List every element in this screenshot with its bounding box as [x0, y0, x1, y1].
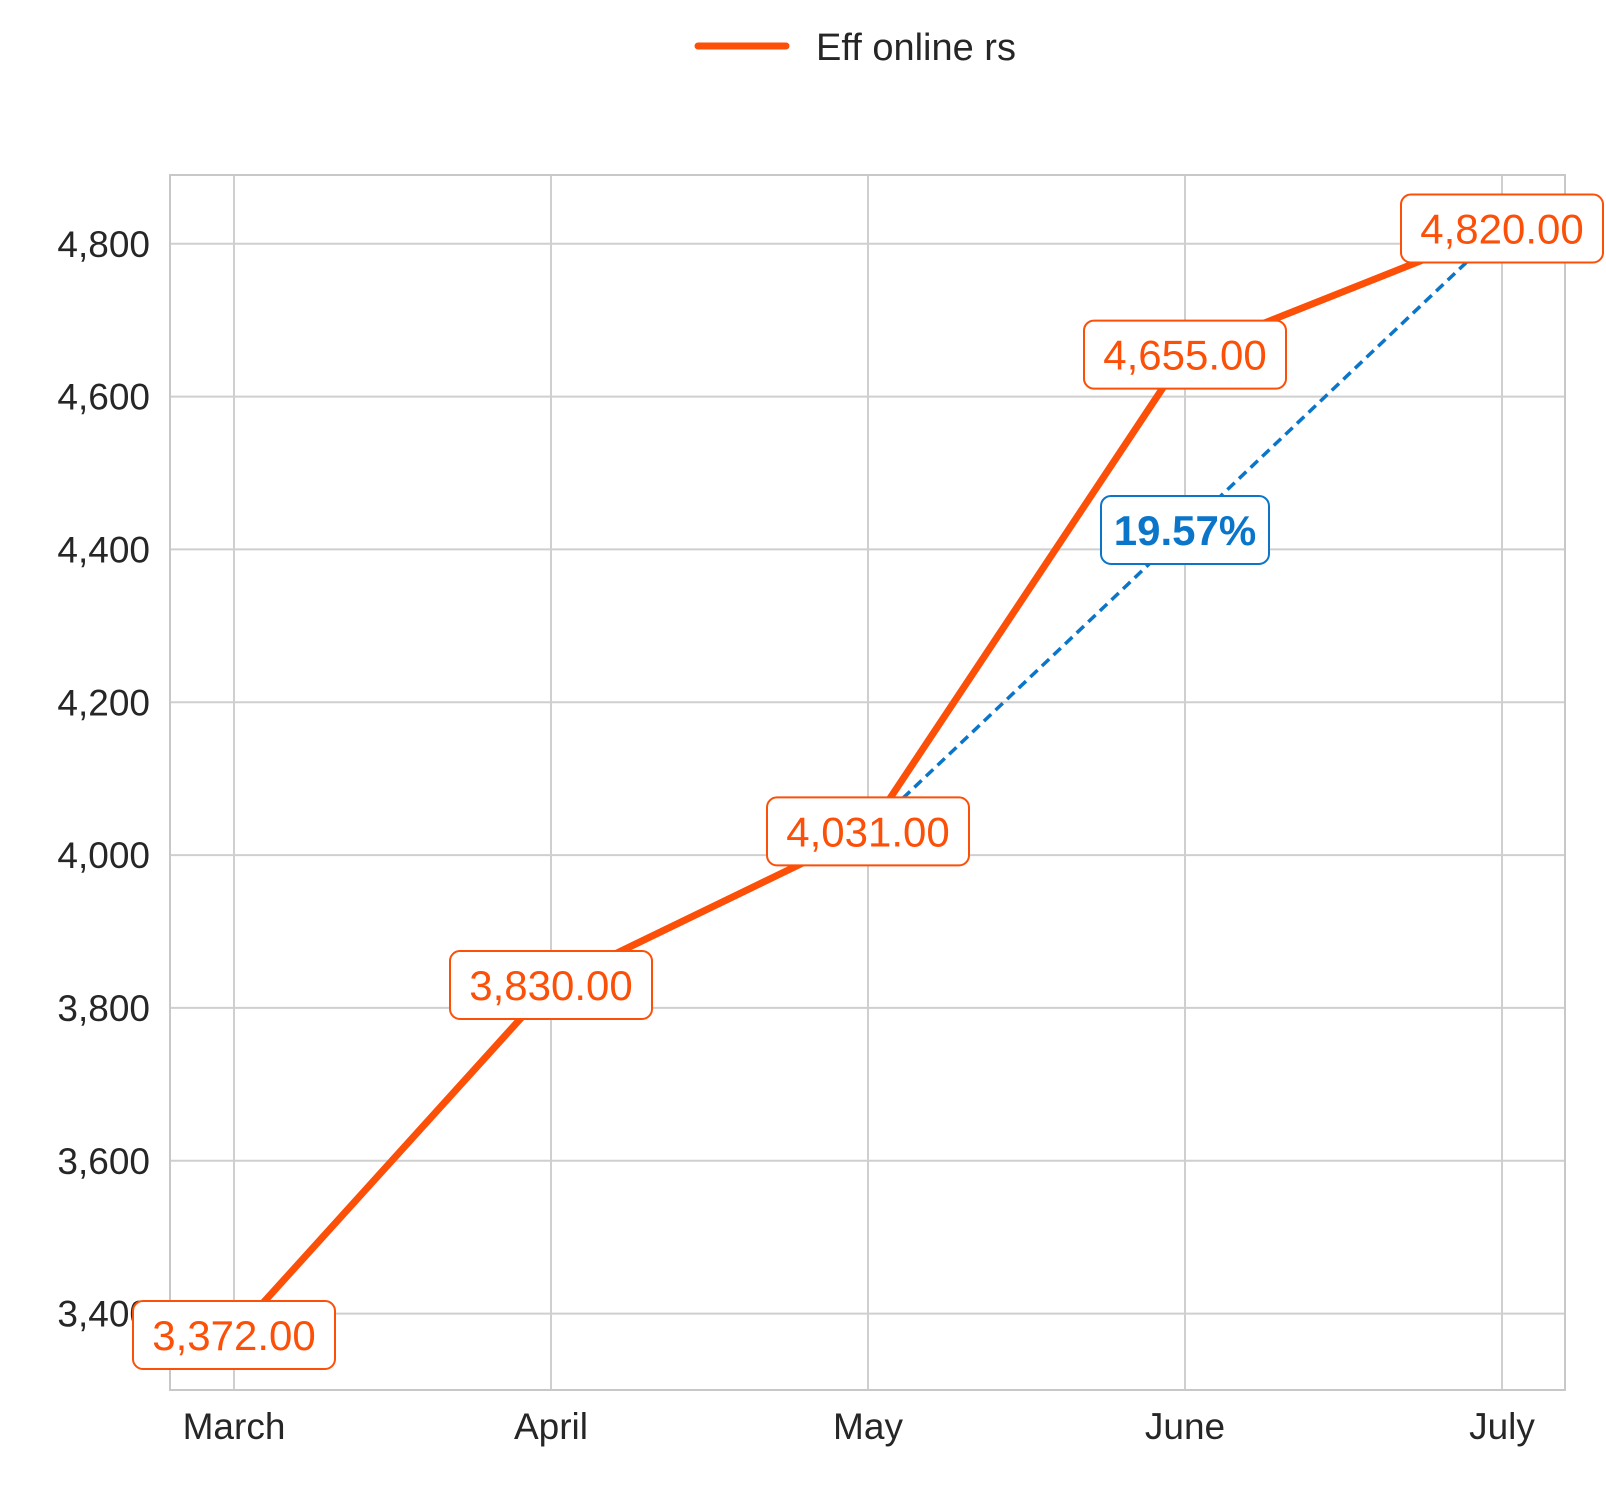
grid-lines: [170, 175, 1565, 1390]
y-tick-label: 4,000: [57, 835, 150, 876]
data-label: 4,820.00: [1420, 205, 1584, 252]
x-tick-label: March: [183, 1406, 286, 1447]
x-tick-label: April: [514, 1406, 588, 1447]
x-tick-label: June: [1145, 1406, 1225, 1447]
y-tick-label: 4,400: [57, 529, 150, 570]
y-tick-label: 4,800: [57, 224, 150, 265]
data-label-box: [766, 796, 970, 867]
data-label: 3,830.00: [469, 962, 633, 1009]
data-label: 4,031.00: [786, 808, 950, 855]
x-tick-label: July: [1469, 1406, 1535, 1447]
x-tick-label: May: [833, 1406, 903, 1447]
change-annotation: 19.57%: [866, 227, 1504, 833]
data-label: 3,372.00: [152, 1312, 316, 1359]
legend: Eff online rs: [694, 27, 1016, 69]
data-label-box: [132, 1299, 336, 1370]
data-label-box: [1400, 193, 1604, 264]
y-tick-label: 4,600: [57, 377, 150, 418]
data-labels: 3,372.00 3,830.00 4,031.00 4,655.00 4,820.00: [132, 193, 1604, 1370]
legend-label: Eff online rs: [816, 27, 1016, 69]
change-label: 19.57%: [1114, 507, 1256, 554]
y-tick-label: 3,800: [57, 988, 150, 1029]
y-tick-label: 3,600: [57, 1141, 150, 1182]
data-label: 4,655.00: [1103, 332, 1267, 379]
x-axis-ticks: March April May June July: [183, 1406, 1536, 1447]
y-tick-label: 4,200: [57, 682, 150, 723]
data-label-box: [1083, 319, 1287, 390]
data-label-box: [449, 950, 653, 1020]
change-label-box: [1100, 494, 1270, 565]
plot-area-frame: [169, 174, 1566, 1391]
